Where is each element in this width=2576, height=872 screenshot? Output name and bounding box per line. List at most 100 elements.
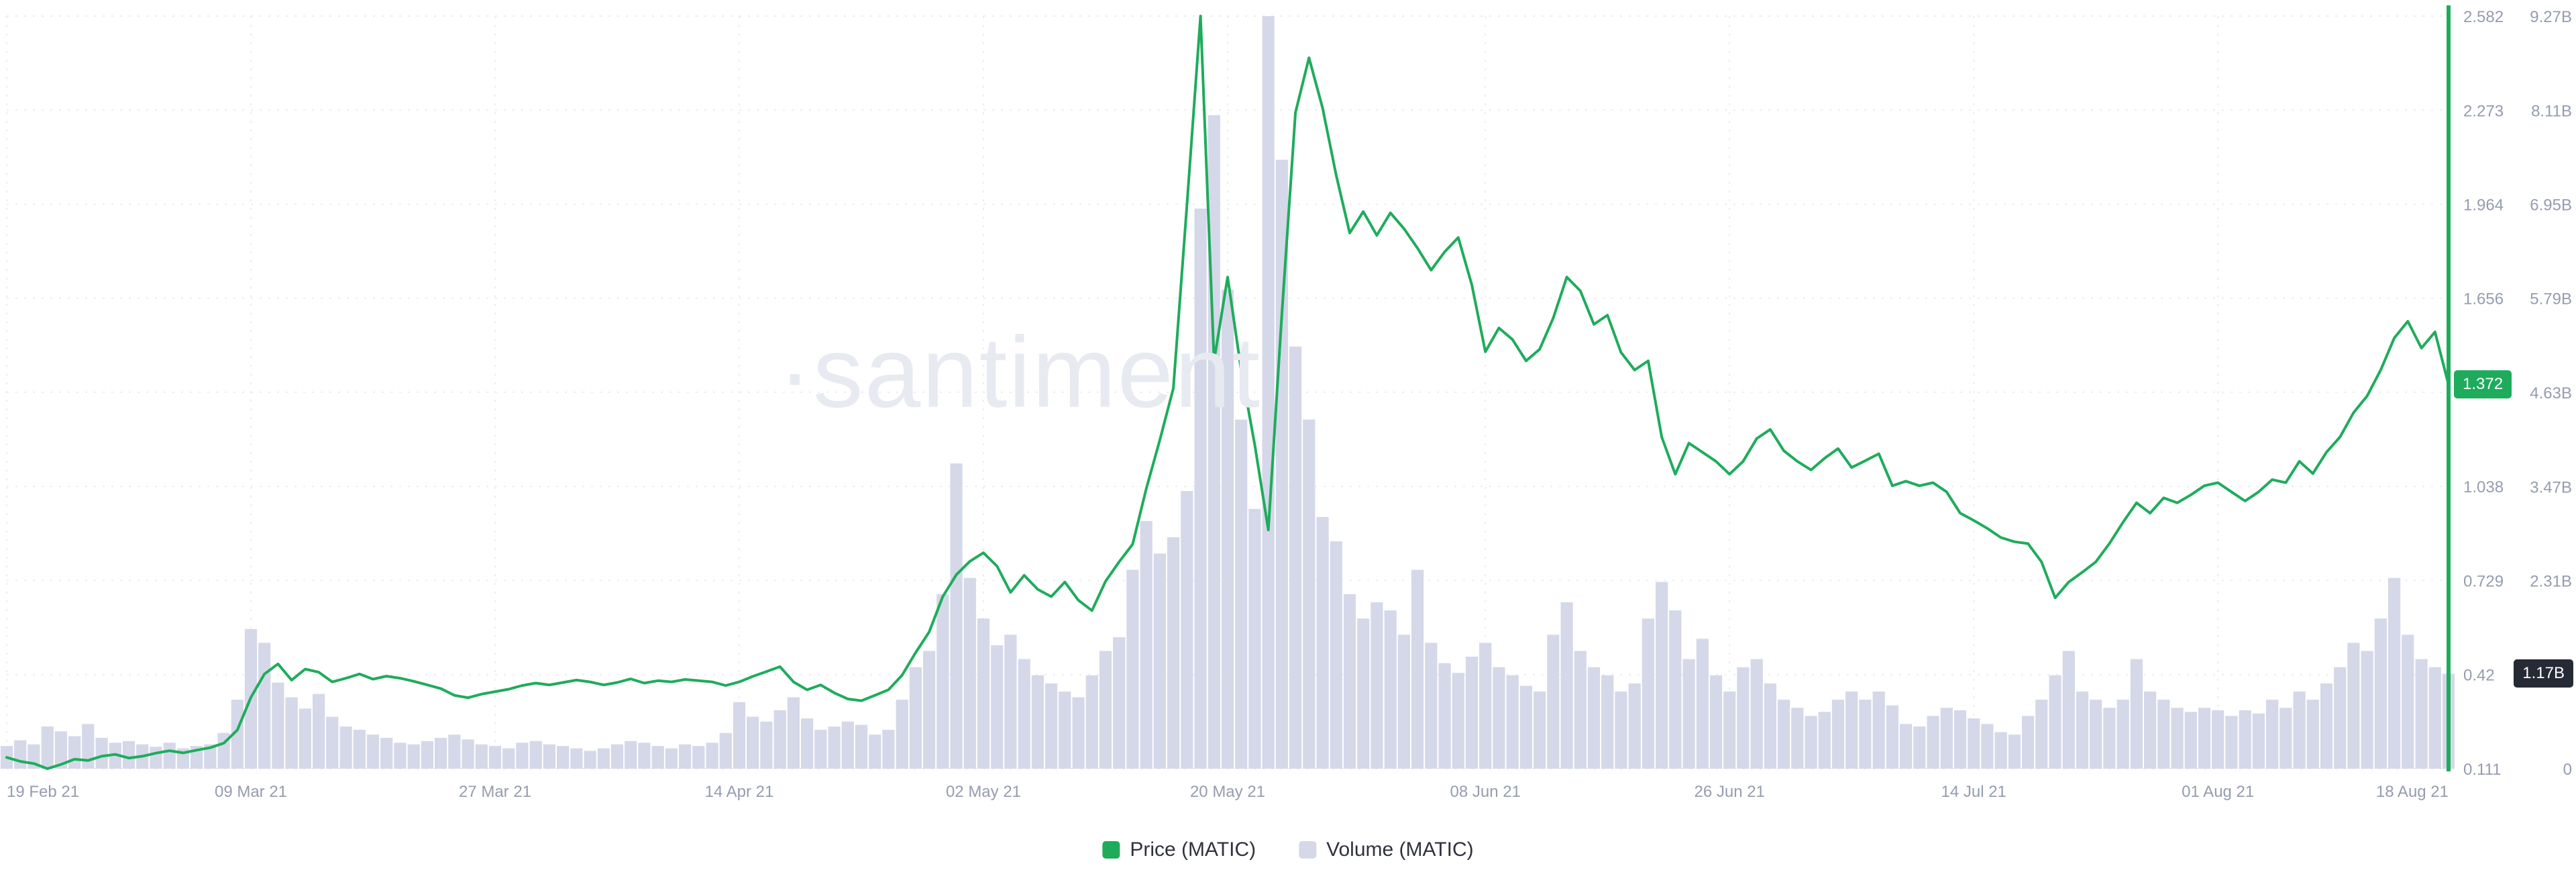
volume-bar (299, 708, 311, 769)
volume-bar (1723, 692, 1736, 769)
date-axis-tick-label: 14 Jul 21 (1941, 783, 2006, 801)
volume-axis-tick-label: 0 (2563, 761, 2572, 779)
volume-bar (2144, 692, 2157, 769)
volume-bar (1981, 724, 1994, 769)
date-axis-tick-label: 18 Aug 21 (2376, 783, 2449, 801)
date-axis-tick-label: 20 May 21 (1190, 783, 1265, 801)
price-axis-tick-label: 0.729 (2463, 572, 2504, 590)
volume-bar (543, 744, 555, 769)
volume-bar (923, 651, 936, 769)
volume-bar (1357, 618, 1370, 769)
volume-bar (1235, 419, 1248, 769)
volume-bar (204, 744, 217, 769)
price-line (5, 15, 2450, 770)
volume-bar (882, 729, 895, 769)
volume-bar (2279, 708, 2292, 769)
volume-bar (1208, 115, 1220, 769)
volume-bar (285, 697, 298, 769)
volume-bar (814, 729, 827, 769)
volume-axis-tick-label: 9.27B (2530, 8, 2572, 26)
volume-bar (1601, 675, 1614, 769)
volume-bar (82, 724, 95, 769)
volume-axis-tick-label: 8.11B (2531, 102, 2572, 120)
volume-bar (2022, 716, 2035, 769)
volume-bar (2116, 700, 2129, 769)
volume-bar (1953, 710, 1967, 769)
volume-bar (1818, 712, 1831, 769)
volume-bar (855, 724, 868, 769)
date-axis-tick-label: 14 Apr 21 (705, 783, 774, 801)
volume-bar (869, 734, 881, 769)
volume-bar (1642, 618, 1654, 769)
volume-bar (313, 694, 325, 769)
volume-bar (1886, 705, 1898, 769)
volume-bar (1113, 637, 1126, 769)
volume-bar (2184, 712, 2197, 769)
volume-axis-tick-label: 3.47B (2530, 478, 2572, 496)
price-axis-tick-label: 1.964 (2463, 197, 2504, 215)
volume-bar (1411, 569, 1424, 769)
volume-bar (801, 718, 814, 769)
volume-bar (41, 726, 54, 769)
price-axis-tick-label: 1.656 (2463, 290, 2504, 309)
current-volume-badge: 1.17B (2514, 659, 2573, 688)
volume-bar (1397, 635, 1410, 769)
volume-bar (1750, 659, 1763, 769)
price-axis-tick-label: 1.038 (2463, 478, 2504, 496)
volume-bar (421, 741, 433, 769)
volume-bar (2266, 700, 2279, 769)
volume-bar (448, 734, 461, 769)
volume-bar (625, 741, 637, 769)
volume-bar (733, 702, 746, 769)
volume-bar (394, 743, 407, 769)
date-axis-tick-label: 02 May 21 (946, 783, 1021, 801)
volume-bar (828, 726, 841, 769)
date-axis-tick-label: 19 Feb 21 (7, 783, 79, 801)
volume-bar (692, 746, 705, 769)
legend-item-volume[interactable]: Volume (MATIC) (1299, 838, 1474, 861)
volume-bar (936, 594, 949, 769)
price-axis-tick-label: 0.42 (2463, 667, 2495, 685)
volume-bar (896, 700, 908, 769)
volume-bar (407, 744, 420, 769)
volume-bar (1831, 700, 1845, 769)
santiment-watermark: ·santiment (777, 315, 1262, 429)
volume-bar (2008, 734, 2021, 769)
volume-bar (841, 721, 854, 769)
volume-bar (2239, 710, 2251, 769)
date-axis-tick-label: 01 Aug 21 (2182, 783, 2254, 801)
legend-item-price[interactable]: Price (MATIC) (1102, 838, 1256, 861)
volume-bar (95, 738, 108, 769)
volume-bar (2076, 692, 2089, 769)
volume-bar (1493, 667, 1505, 769)
volume-bar (1221, 289, 1234, 769)
volume-bar (2293, 692, 2306, 769)
volume-bar (2103, 708, 2116, 769)
volume-bar (1709, 675, 1723, 769)
volume-bar (1316, 516, 1329, 769)
volume-bar (1913, 726, 1926, 769)
volume-bar (1994, 732, 2007, 769)
volume-bar (706, 743, 718, 769)
volume-bar (529, 741, 542, 769)
volume-bar (2320, 683, 2333, 769)
volume-bar (163, 743, 176, 769)
date-axis-tick-label: 09 Mar 21 (215, 783, 287, 801)
volume-bar (1968, 718, 1980, 769)
date-axis-tick-label: 08 Jun 21 (1450, 783, 1520, 801)
volume-bar (1289, 346, 1302, 769)
volume-bar (2198, 708, 2211, 769)
volume-bar (1099, 651, 1112, 769)
volume-bar (2157, 700, 2170, 769)
volume-bar (2049, 675, 2061, 769)
volume-bar (2306, 700, 2319, 769)
volume-bar (584, 751, 596, 769)
volume-bar (1587, 667, 1601, 769)
volume-bar (638, 743, 651, 769)
volume-bar (231, 700, 244, 769)
volume-bar (1940, 708, 1953, 769)
volume-bar (787, 697, 800, 769)
volume-bar (1479, 643, 1492, 769)
